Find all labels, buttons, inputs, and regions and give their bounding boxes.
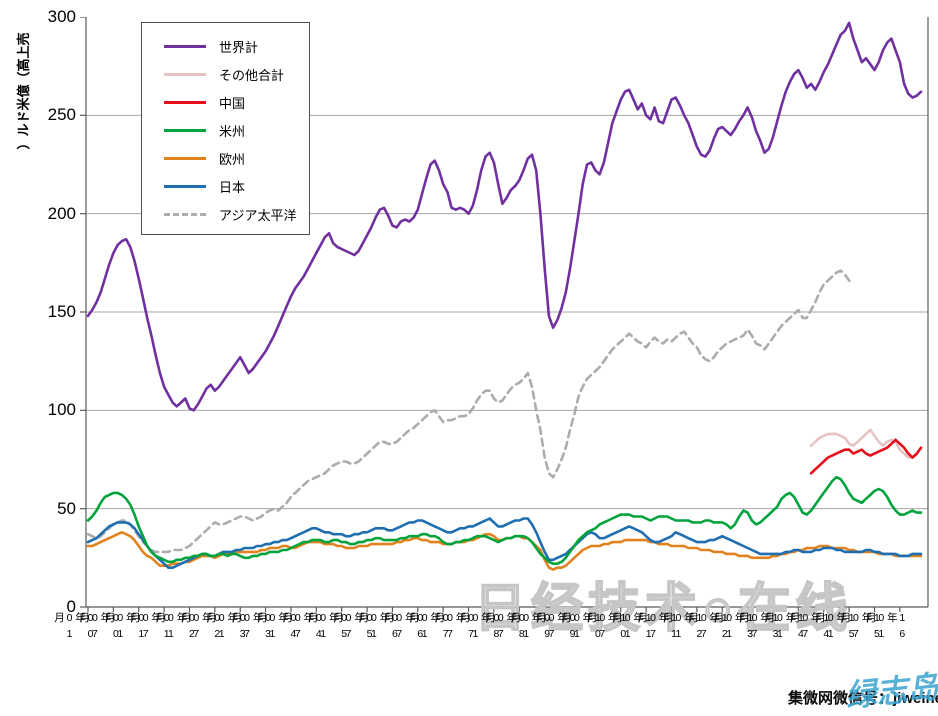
x-tick-label: 13年07月	[738, 612, 782, 644]
x-tick-label: 14年07月	[788, 612, 833, 644]
legend-line-sample	[164, 184, 206, 188]
series-line-アジア太平洋	[86, 269, 855, 554]
legend-label: 中国	[219, 95, 246, 111]
legend-line-sample	[164, 72, 206, 76]
legend-item: その他合計	[164, 60, 309, 88]
x-tick-label: 10年01月	[560, 612, 604, 644]
x-tick-label: 09年01月	[509, 612, 554, 644]
legend-line-sample	[164, 212, 206, 216]
x-tick-label: 01年01月	[103, 612, 148, 644]
x-tick-label: 16年01月	[864, 612, 909, 644]
series-line-日本	[86, 517, 923, 570]
y-tick-label: 250	[47, 105, 76, 125]
x-tick-label: 02年07月	[179, 612, 224, 644]
legend-label: 世界計	[219, 39, 259, 55]
x-tick-label: 07年07月	[433, 612, 478, 644]
legend-label: 日本	[219, 179, 246, 195]
legend-label: 米州	[219, 123, 246, 139]
legend-line-sample	[164, 156, 206, 160]
legend-item: 世界計	[164, 32, 309, 60]
y-tick-label: 300	[47, 7, 76, 26]
x-tick-label: 06年01月	[357, 612, 401, 644]
x-tick-label: 11年01月	[611, 612, 655, 644]
x-tick-label: 11年07月	[636, 612, 681, 644]
series-line-米州	[86, 475, 923, 566]
x-tick-label: 08年07月	[484, 612, 528, 644]
legend-box: 世界計その他合計中国米州欧州日本アジア太平洋	[141, 22, 310, 235]
y-tick-label: 200	[47, 203, 76, 223]
x-tick-label: 12年01月	[661, 612, 706, 644]
x-tick-label: 05年01月	[306, 612, 351, 644]
legend-items: 世界計その他合計中国米州欧州日本アジア太平洋	[164, 32, 309, 228]
x-tick-label: 05年07月	[332, 612, 376, 644]
x-tick-label: 00年07月	[78, 612, 122, 644]
x-tick-label: 06年07月	[382, 612, 427, 644]
y-tick-label: 50	[57, 498, 76, 518]
script-watermark: 绿志岛	[843, 669, 938, 714]
series-line-その他合計	[809, 428, 923, 459]
x-tick-label: 04年01月	[255, 612, 300, 644]
x-tick-label: 13年01月	[712, 612, 757, 644]
y-tick-label: 100	[47, 400, 76, 420]
legend-item: 欧州	[164, 144, 309, 172]
legend-label: アジア太平洋	[219, 207, 297, 223]
center-watermark: 日经技术○在线	[473, 579, 853, 639]
x-tick-label: 04年07月	[281, 612, 325, 644]
plot-area-svg	[80, 17, 929, 612]
legend-label: 欧州	[219, 151, 246, 167]
y-axis-title: ）ルド米億（高上売	[16, 32, 31, 150]
series-line-中国	[809, 438, 923, 475]
x-tick-label: 09年07月	[535, 612, 579, 644]
x-tick-label: 01年07月	[129, 612, 173, 644]
series-line-世界計	[86, 21, 923, 412]
weibo-credit-text: 集微网微信号：jiweinet	[787, 687, 938, 708]
legend-label: その他合計	[219, 67, 285, 83]
x-tick-label: 15年07月	[839, 612, 883, 644]
legend-item: 米州	[164, 116, 309, 144]
legend-line-sample	[164, 128, 206, 132]
x-tick-label: 10年07月	[585, 612, 630, 644]
x-tick-label: 02年01月	[154, 612, 198, 644]
x-tick-label: 03年01月	[205, 612, 249, 644]
legend-line-sample	[164, 44, 206, 48]
legend-item: アジア太平洋	[164, 200, 309, 228]
x-tick-label: 08年01月	[458, 612, 503, 644]
legend-item: 日本	[164, 172, 309, 200]
x-tick-label: 07年01月	[408, 612, 452, 644]
x-tick-label: 00年01月	[53, 612, 97, 644]
x-tick-label: 03年07月	[230, 612, 275, 644]
legend-item: 中国	[164, 88, 309, 116]
x-tick-label: 12年07月	[687, 612, 731, 644]
legend-line-sample	[164, 100, 206, 104]
x-tick-label: 15年01月	[814, 612, 858, 644]
x-tick-label: 14年01月	[763, 612, 807, 644]
y-tick-label: 150	[47, 302, 76, 321]
y-tick-label: 0	[66, 597, 76, 616]
